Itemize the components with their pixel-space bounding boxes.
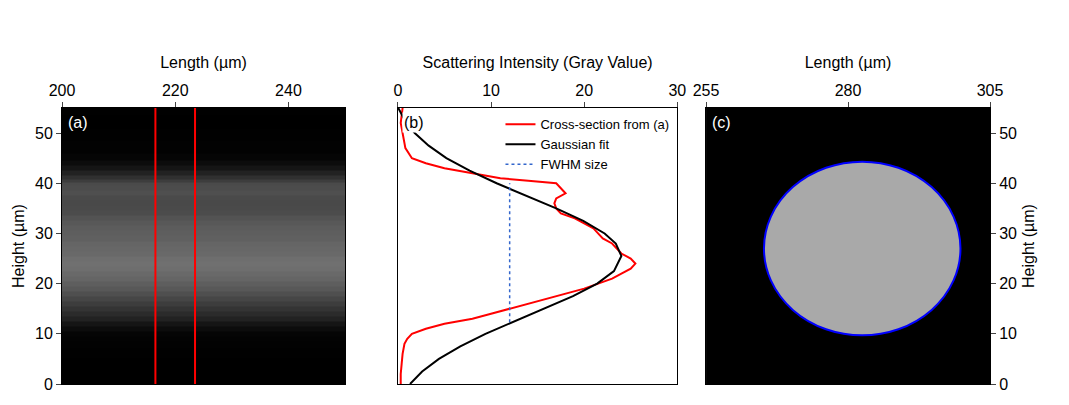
svg-text:0: 0 bbox=[44, 376, 53, 393]
svg-text:280: 280 bbox=[835, 82, 862, 99]
svg-text:20: 20 bbox=[575, 82, 593, 99]
svg-text:0: 0 bbox=[999, 376, 1008, 393]
svg-text:30: 30 bbox=[999, 225, 1017, 242]
svg-text:50: 50 bbox=[35, 125, 53, 142]
svg-text:Height (µm): Height (µm) bbox=[10, 204, 27, 288]
svg-text:50: 50 bbox=[999, 125, 1017, 142]
svg-text:30: 30 bbox=[668, 82, 686, 99]
svg-text:Length (µm): Length (µm) bbox=[160, 54, 247, 71]
svg-text:255: 255 bbox=[693, 82, 720, 99]
svg-text:10: 10 bbox=[999, 325, 1017, 342]
svg-text:30: 30 bbox=[35, 225, 53, 242]
svg-text:Scattering Intensity (Gray Val: Scattering Intensity (Gray Value) bbox=[423, 54, 653, 71]
svg-text:Height (µm): Height (µm) bbox=[1020, 204, 1037, 288]
svg-text:Length (µm): Length (µm) bbox=[805, 54, 892, 71]
svg-text:200: 200 bbox=[49, 82, 76, 99]
svg-text:20: 20 bbox=[999, 275, 1017, 292]
svg-text:Cross-section from (a): Cross-section from (a) bbox=[540, 117, 669, 132]
svg-text:Gaussian fit: Gaussian fit bbox=[540, 137, 609, 152]
svg-text:40: 40 bbox=[35, 175, 53, 192]
svg-text:305: 305 bbox=[977, 82, 1004, 99]
svg-text:(c): (c) bbox=[712, 114, 731, 131]
svg-text:240: 240 bbox=[275, 82, 302, 99]
svg-text:0: 0 bbox=[393, 82, 402, 99]
svg-text:(b): (b) bbox=[404, 114, 424, 131]
svg-text:FWHM size: FWHM size bbox=[540, 157, 607, 172]
svg-text:20: 20 bbox=[35, 275, 53, 292]
svg-text:220: 220 bbox=[162, 82, 189, 99]
svg-text:(a): (a) bbox=[68, 114, 88, 131]
svg-text:10: 10 bbox=[482, 82, 500, 99]
svg-text:40: 40 bbox=[999, 175, 1017, 192]
svg-text:10: 10 bbox=[35, 325, 53, 342]
